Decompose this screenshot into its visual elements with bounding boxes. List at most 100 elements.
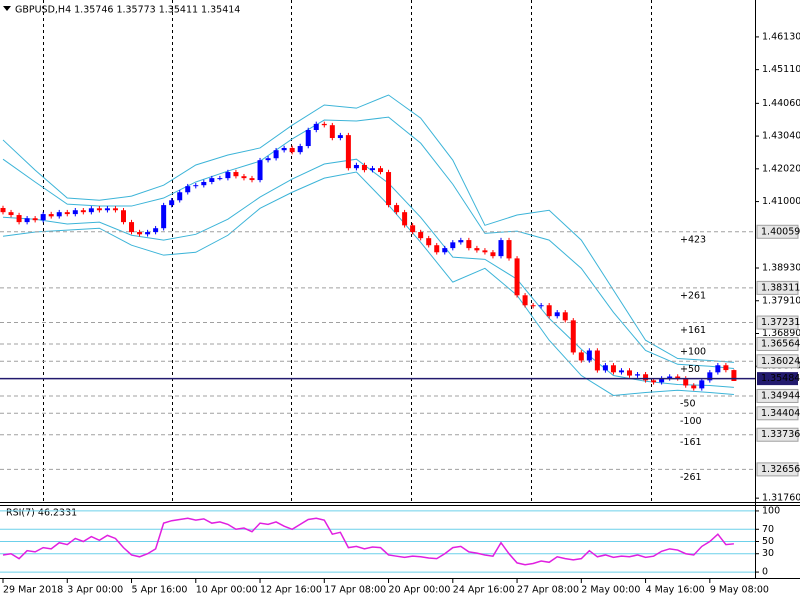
- candle-body: [490, 252, 496, 257]
- candle-body: [618, 370, 624, 373]
- candle-body: [715, 365, 721, 373]
- x-tick-label: 10 Apr 00:00: [196, 585, 258, 596]
- candle-body: [410, 225, 416, 233]
- candle-body: [185, 186, 191, 193]
- candle-body: [177, 192, 183, 201]
- y-tick-label: 1.43040: [762, 131, 800, 142]
- candle-body: [602, 365, 608, 371]
- candle-body: [442, 248, 448, 253]
- candle-body: [217, 178, 223, 180]
- candle-body: [506, 240, 512, 259]
- x-tick-label: 4 May 16:00: [646, 585, 705, 596]
- level-value: 1.40059: [761, 226, 800, 237]
- candle-body: [474, 248, 480, 251]
- candle-body: [273, 150, 279, 159]
- candle-body: [145, 232, 151, 235]
- candle-body: [402, 212, 408, 226]
- level-note: -161: [680, 437, 702, 448]
- level-value: 1.34944: [761, 390, 800, 401]
- band-line: [2, 171, 734, 396]
- candle-body: [209, 178, 215, 182]
- candle-body: [112, 208, 118, 211]
- level-value: 1.34404: [761, 408, 800, 419]
- level-value: 1.38311: [761, 282, 800, 293]
- candle-body: [361, 164, 367, 171]
- y-tick-label: 70: [762, 524, 774, 535]
- candle-body: [329, 125, 335, 139]
- candle-body: [297, 146, 303, 153]
- price-box: [757, 372, 798, 386]
- candle-body: [353, 164, 359, 169]
- candle-body: [281, 147, 287, 151]
- y-tick-label: 1.38930: [762, 263, 800, 274]
- candle-body: [153, 228, 159, 233]
- candle-body: [265, 158, 271, 161]
- menu-arrow[interactable]: [3, 6, 11, 11]
- candle-body: [466, 240, 472, 249]
- band-line: [2, 94, 734, 363]
- candle-body: [394, 205, 400, 213]
- candle-body: [546, 305, 552, 317]
- candle-body: [723, 365, 729, 371]
- candle-body: [225, 172, 231, 179]
- candle-body: [659, 378, 665, 383]
- level-box: [756, 388, 799, 403]
- x-tick-label: 20 Apr 00:00: [389, 585, 451, 596]
- y-tick-label: 1.36890: [762, 328, 800, 339]
- candle-body: [586, 350, 592, 361]
- x-tick-label: 3 Apr 00:00: [67, 585, 123, 596]
- candle-body: [201, 181, 207, 186]
- level-box: [756, 406, 799, 421]
- candle-body: [72, 210, 78, 215]
- level-note: -261: [680, 472, 702, 483]
- candle-body: [651, 380, 657, 383]
- band-line: [2, 116, 734, 369]
- level-value: 1.37231: [761, 317, 800, 328]
- level-note: +423: [680, 234, 706, 245]
- level-value: 1.36024: [761, 356, 800, 367]
- candle-body: [434, 245, 440, 253]
- candle-body: [562, 312, 568, 321]
- y-tick-label: 100: [762, 505, 780, 516]
- x-tick-label: 2 May 00:00: [581, 585, 640, 596]
- x-tick-label: 17 Apr 08:00: [324, 585, 386, 596]
- level-box: [756, 224, 799, 239]
- candle-body: [233, 172, 239, 177]
- candle-body: [538, 305, 544, 307]
- level-value: 1.32656: [761, 464, 800, 475]
- candle-body: [345, 135, 351, 169]
- candle-body: [731, 370, 737, 381]
- level-note: +261: [680, 290, 706, 301]
- y-tick-label: 1.46130: [762, 31, 800, 42]
- level-box: [756, 354, 799, 369]
- level-note: -100: [680, 416, 702, 427]
- candle-body: [48, 214, 54, 217]
- y-tick-label: 30: [762, 548, 774, 559]
- y-tick-label: 1.41000: [762, 196, 800, 207]
- candle-body: [313, 123, 319, 130]
- candle-body: [482, 250, 488, 253]
- candle-body: [450, 242, 456, 249]
- candle-body: [667, 376, 673, 379]
- candle-body: [675, 376, 681, 379]
- candle-body: [594, 350, 600, 371]
- candle-body: [16, 215, 22, 223]
- level-box: [756, 427, 799, 442]
- candle-body: [458, 240, 464, 243]
- candle-body: [514, 258, 520, 296]
- candle-body: [40, 214, 46, 221]
- price-value: 1.35484: [761, 373, 800, 384]
- candle-body: [289, 147, 295, 153]
- candle-body: [691, 385, 697, 389]
- y-tick-label: 1.37910: [762, 295, 800, 306]
- candle-body: [610, 365, 616, 373]
- y-tick-label: 1.45110: [762, 64, 800, 75]
- candle-body: [498, 240, 504, 257]
- x-tick-label: 27 Apr 08:00: [517, 585, 579, 596]
- candle-body: [643, 374, 649, 381]
- candle-body: [32, 218, 38, 221]
- level-box: [756, 336, 799, 351]
- x-tick-label: 5 Apr 16:00: [132, 585, 188, 596]
